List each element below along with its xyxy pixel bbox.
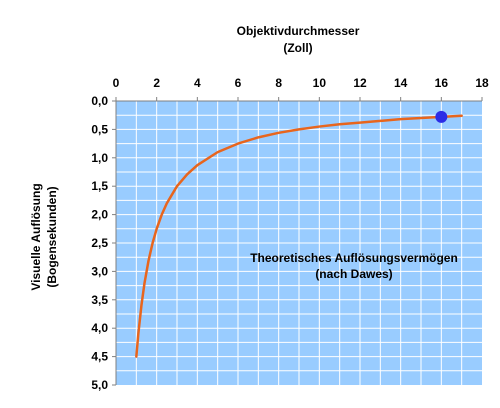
x-tick-label: 8 [275, 76, 282, 90]
x-tick-label: 18 [475, 76, 489, 90]
x-tick-label: 0 [113, 76, 120, 90]
y-axis-label: Visuelle Auflösung [29, 183, 43, 290]
highlight-point [435, 110, 448, 123]
y-tick-label: 1,0 [91, 151, 108, 165]
x-tick-label: 6 [235, 76, 242, 90]
x-tick-label: 14 [394, 76, 408, 90]
curve-annotation-sub: (nach Dawes) [315, 267, 392, 281]
x-tick-label: 4 [194, 76, 201, 90]
y-tick-label: 3,0 [91, 264, 108, 278]
x-tick-label: 10 [313, 76, 327, 90]
y-tick-label: 0,0 [91, 94, 108, 108]
series-line [135, 114, 463, 358]
grid [116, 101, 482, 385]
chart-title-unit: (Zoll) [283, 41, 312, 55]
y-tick-label: 3,5 [91, 293, 108, 307]
y-tick-label: 4,5 [91, 350, 108, 364]
label-layer: Objektivdurchmesser (Zoll) Visuelle Aufl… [29, 24, 458, 291]
y-tick-label: 0,5 [91, 122, 108, 136]
y-tick-label: 1,5 [91, 179, 108, 193]
y-tick-label: 2,5 [91, 236, 108, 250]
y-tick-label: 2,0 [91, 208, 108, 222]
y-axis-label-unit: (Bogensekunden) [45, 186, 59, 287]
y-tick-label: 5,0 [91, 378, 108, 392]
chart-title: Objektivdurchmesser [237, 24, 360, 38]
x-tick-label: 12 [353, 76, 367, 90]
axes: 0 2 4 6 8 10 12 14 16 18 0,0 0,5 1,0 1,5 2,0 2,5 3,0 3,5 4… [91, 76, 489, 392]
curve-annotation: Theoretisches Auflösungsvermögen [250, 251, 458, 265]
series-layer [135, 110, 463, 358]
x-tick-label: 2 [153, 76, 160, 90]
x-tick-label: 16 [435, 76, 449, 90]
y-tick-label: 4,0 [91, 321, 108, 335]
